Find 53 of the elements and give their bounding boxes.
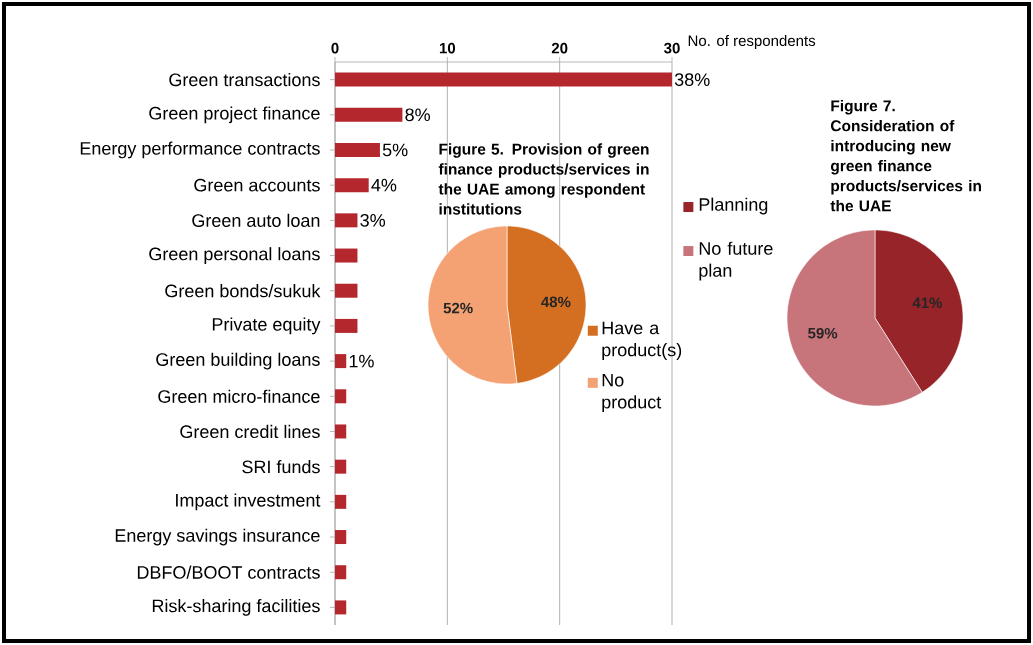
bar [335,72,672,87]
x-axis-title: No. of respondents [688,35,816,49]
data-label: 41% [912,297,943,309]
bar [335,424,347,439]
y-tick-label: Green credit lines [180,424,320,439]
y-tick-label: Private equity [212,317,321,335]
y-tick-label: DBFO/BOOT contracts [137,565,320,579]
legend-label: Planning [699,197,768,215]
bar [335,354,347,369]
bar [335,142,380,157]
y-tick-label: Risk-sharing facilities [152,599,320,616]
bar [335,389,347,404]
x-tick-label: 20 [551,42,568,54]
chart-title: Figure 7. Consideration of introducing new green finance products/services in the UAE [830,99,981,212]
legend-label: No future plan [699,241,773,281]
legend-label: Have a product(s) [602,321,682,360]
x-tick-label: 30 [664,42,680,54]
annotation: 4% [371,178,397,192]
data-label: 59% [808,327,838,339]
bar [335,565,347,580]
y-tick-label: Green project finance [149,106,320,124]
bar [335,459,347,474]
bar [335,248,358,263]
legend-label: No product [602,373,662,413]
bar [335,178,369,193]
annotation: 38% [674,73,710,86]
y-tick-label: Green accounts [194,178,320,192]
bar [335,107,403,122]
y-tick-label: Green personal loans [149,247,320,264]
x-tick-label: 10 [439,42,456,54]
y-tick-label: Energy savings insurance [115,528,320,546]
y-tick-label: Green bonds/sukuk [165,284,321,298]
data-label: 52% [443,302,473,314]
bar [335,213,358,228]
bar [335,494,347,509]
bar [335,600,347,615]
y-tick-label: Energy performance contracts [80,141,320,159]
annotation: 1% [349,354,374,368]
data-label: 48% [541,296,571,308]
chart-title: Figure 5. Provision of green finance products/services in the UAE among respondent institutions [438,143,649,215]
y-tick-label: Impact investment [176,493,321,511]
y-tick-label: SRI funds [242,460,320,474]
annotation: 3% [360,213,386,227]
annotation: 8% [405,108,430,122]
x-tick-label: 0 [331,42,339,54]
y-tick-label: Green building loans [156,352,320,370]
y-tick-label: Green transactions [169,72,320,87]
bar [335,530,347,545]
annotation: 5% [382,143,408,157]
bar [335,283,358,298]
y-tick-label: Green auto loan [192,213,320,227]
y-tick-label: Green micro-finance [158,389,320,403]
bar [335,318,358,333]
